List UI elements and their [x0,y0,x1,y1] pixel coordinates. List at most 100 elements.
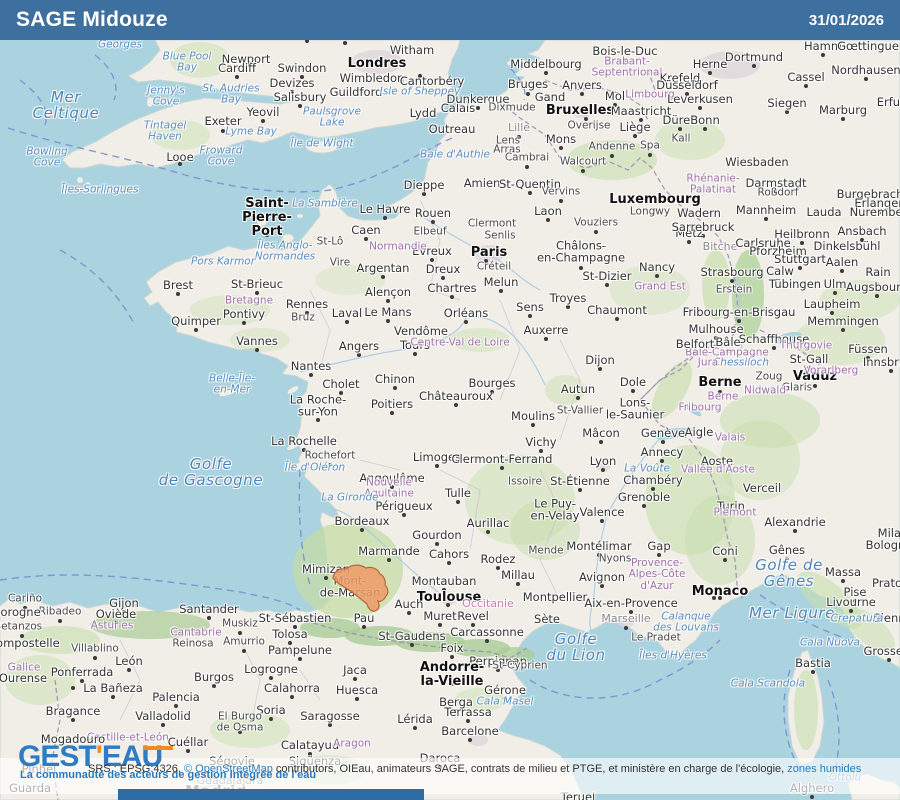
map-label: Aigle [684,424,714,439]
map-label: Chartres [427,280,477,295]
logo-orange-dash [143,746,173,750]
map-label: Bordeaux [334,513,390,528]
city-dot [393,386,397,390]
gesteau-logo: GEST'EAU [18,740,163,773]
city-dot [178,162,182,166]
map-label: Vichy [525,434,557,449]
city-dot [730,279,734,283]
map-label: Genève [640,425,686,440]
city-dot [539,449,543,453]
map-label: Dole [619,374,647,389]
map-label: Gap [647,538,671,553]
logo-apostrophe: ' [95,740,103,773]
map-label: St-Lô [316,235,344,248]
map-label: Kall [671,132,691,145]
city-dot [435,464,439,468]
map-label: Arras [493,143,521,156]
city-dot [364,237,368,241]
logo-tagline: La communauté des acteurs de gestion int… [20,769,317,781]
map-label: Cala Scandola [730,677,806,690]
city-dot [300,75,304,79]
map-label: Île d'Oléron [284,461,346,474]
map-label: Cantabrie [170,626,222,639]
city-dot [402,513,406,517]
city-dot [701,234,705,238]
map-label: Vorarlberg [803,364,859,377]
map-label: Ulm [823,276,847,291]
map-label: Poitiers [370,396,414,411]
map-label: Metz [675,225,703,240]
city-dot [269,676,273,680]
city-dot [598,367,602,371]
city-dot [309,373,313,377]
map-label: Amurrio [223,635,265,648]
map-label: Châlons- en-Champagne [536,238,626,265]
city-dot [357,353,361,357]
city-dot [360,528,364,532]
map-label: Newport [221,51,271,66]
map-label: Créteil [476,260,512,273]
city-dot [546,218,550,222]
map-label: Bâle-Campagne [685,346,769,359]
city-dot [528,191,532,195]
map-label: Augsbourg [846,279,900,294]
map-label: Cuéllar [167,734,209,749]
map-label: Gœttingue [837,40,899,53]
islands-scilly [77,177,83,183]
map-label: Nantes [290,358,332,373]
map-label: Rennes [285,296,329,311]
osm-copyright-link[interactable]: © OpenStreetMap [184,763,273,775]
city-dot [438,623,442,627]
map-label: Pors Karmor [190,255,256,268]
map-label: Glaris [781,381,813,394]
map-label: Autun [560,381,596,396]
map-label: Looe [166,149,194,164]
city-dot [466,719,470,723]
map-label: Thurgovie [779,339,833,352]
city-dot [114,621,118,625]
city-dot [576,396,580,400]
map-label: Mons [545,131,577,146]
map-label: Coni [712,543,738,558]
map-label: Berga [439,694,473,709]
map-label: Bruz [291,311,315,324]
map-label: Stuttgart [774,251,826,266]
map-label: Angers [338,338,380,353]
map-label: Massa [825,564,861,579]
map-label: Belle-Île- en-Mer [208,372,256,396]
city-dot [490,390,494,394]
city-dot [613,103,617,107]
map-label: Pau [353,610,375,625]
map-label: Îles-Sorlingues [61,183,139,196]
city-dot [410,643,414,647]
city-dot [525,165,529,169]
map-label: La Sambière [292,197,358,210]
map-label: Muret [423,608,457,623]
map-label: Cholet [322,376,360,391]
map-label: Clermont [467,217,517,230]
map-label: Provence- Alpes-Côte d'Azur [628,557,686,592]
map-label: Bitche [702,240,738,254]
map-label: Memmingen [807,313,879,328]
lake-constance [774,331,802,345]
map-label: Bretagne [224,294,274,307]
map-label: Lens [495,134,521,147]
island-alderney [297,214,303,218]
map-label: Rochefort [304,449,356,462]
city-dot [580,92,584,96]
map-label: Strasbourg [700,264,764,279]
map-label: Montélimar [566,538,632,553]
map-label: Salisbury [273,89,327,104]
city-dot [853,599,857,603]
city-dot [235,75,239,79]
header-date: 31/01/2026 [808,11,884,29]
map-label: Overijse [567,119,611,132]
map-label: Îles Anglo- Normandes [254,239,316,263]
bottom-blue-bar [118,789,424,800]
city-dot [772,346,776,350]
city-dot [714,336,718,340]
map-label: Saragosse [300,708,360,723]
map-label: Mâcon [582,425,620,440]
zones-humides-link[interactable]: zones humides [787,763,862,775]
map-label: Toulouse [416,589,482,605]
